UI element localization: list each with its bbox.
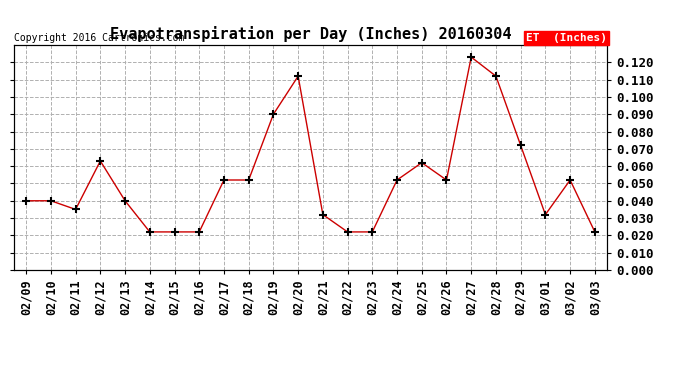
Text: Copyright 2016 Cartronics.com: Copyright 2016 Cartronics.com bbox=[14, 33, 184, 43]
Title: Evapotranspiration per Day (Inches) 20160304: Evapotranspiration per Day (Inches) 2016… bbox=[110, 27, 511, 42]
Text: ET  (Inches): ET (Inches) bbox=[526, 33, 607, 43]
